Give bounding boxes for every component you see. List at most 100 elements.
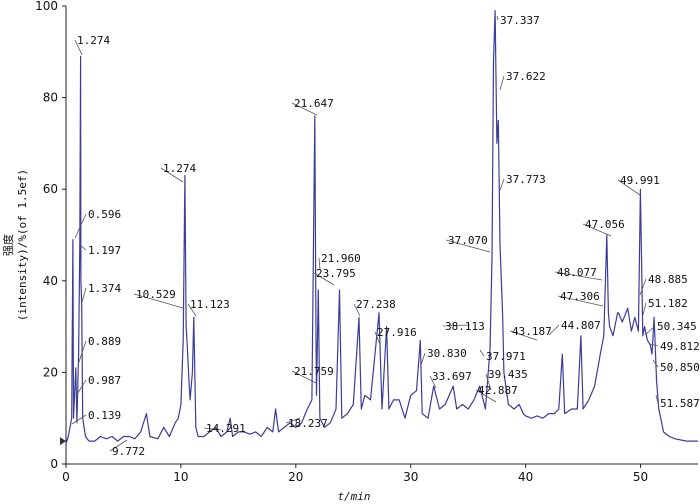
y-tick-label: 100 bbox=[35, 0, 58, 13]
chromatogram-trace bbox=[65, 10, 698, 444]
trace-layer bbox=[65, 10, 698, 444]
peak-label: 47.056 bbox=[585, 218, 625, 231]
peak-leader-line bbox=[109, 439, 128, 452]
peak-leader-line bbox=[313, 272, 335, 286]
x-tick-label: 30 bbox=[403, 470, 418, 484]
peak-leader-line bbox=[71, 414, 87, 425]
peak-label: 11.123 bbox=[190, 298, 230, 311]
peak-leader-line bbox=[291, 370, 317, 384]
peak-leader-line bbox=[548, 324, 560, 336]
peak-leader-line bbox=[499, 178, 505, 191]
peak-label: 1.274 bbox=[163, 162, 196, 175]
peak-leader-line bbox=[318, 257, 321, 271]
y-tick-label: 60 bbox=[43, 182, 58, 196]
peak-label: 48.885 bbox=[648, 273, 688, 286]
peak-label: 18.237 bbox=[288, 417, 328, 430]
peak-label: 37.971 bbox=[486, 350, 526, 363]
peak-label: 48.077 bbox=[557, 266, 597, 279]
peak-leader-line bbox=[442, 324, 471, 327]
peak-label: 50.345 bbox=[657, 320, 697, 333]
peak-leader-line bbox=[617, 179, 641, 196]
peak-label: 51.587 bbox=[660, 397, 700, 410]
x-tick-label: 50 bbox=[633, 470, 648, 484]
peak-label: 21.759 bbox=[294, 365, 334, 378]
peak-label: 42.887 bbox=[478, 384, 518, 397]
peak-leader-line bbox=[77, 340, 87, 366]
peak-leader-line bbox=[160, 167, 184, 183]
peak-label: 1.374 bbox=[88, 282, 121, 295]
peak-label: 37.622 bbox=[506, 70, 546, 83]
peak-leader-line bbox=[74, 39, 83, 56]
peak-leader-line bbox=[639, 278, 647, 296]
peak-leader-line bbox=[187, 303, 197, 317]
peak-label: 44.807 bbox=[561, 319, 601, 332]
peak-leader-line bbox=[74, 213, 87, 239]
peak-label: 33.697 bbox=[432, 370, 472, 383]
peak-leader-line bbox=[652, 359, 659, 368]
y-tick-label: 40 bbox=[43, 274, 58, 288]
peak-leader-line bbox=[649, 343, 659, 347]
peak-label: 1.274 bbox=[77, 34, 110, 47]
y-axis-title: (intensity)/%(of 1.5ef) bbox=[16, 169, 29, 321]
peak-leader-line bbox=[81, 287, 87, 303]
peak-leader-line bbox=[374, 331, 381, 345]
peak-leader-line bbox=[557, 295, 604, 307]
peak-label: 50.850 bbox=[660, 361, 700, 374]
peak-leader-line bbox=[429, 375, 437, 389]
peak-leader-line bbox=[420, 352, 426, 366]
peak-leader-line bbox=[642, 302, 647, 316]
peak-label: 21.647 bbox=[294, 97, 334, 110]
peak-leader-line bbox=[79, 244, 87, 251]
peak-label: 51.182 bbox=[648, 297, 688, 310]
peak-leader-line bbox=[75, 379, 87, 397]
peak-label: 14.291 bbox=[206, 422, 246, 435]
peak-label: 0.596 bbox=[88, 208, 121, 221]
peak-label: 37.773 bbox=[506, 173, 546, 186]
peak-label: 0.139 bbox=[88, 409, 121, 422]
peak-leader-line bbox=[485, 373, 492, 391]
y-tick-label: 0 bbox=[50, 457, 58, 471]
peak-leader-line bbox=[479, 349, 485, 357]
peak-label: 0.889 bbox=[88, 335, 121, 348]
peak-leader-line bbox=[644, 325, 656, 336]
peak-label: 9.772 bbox=[112, 445, 145, 458]
y-tick-label: 20 bbox=[43, 365, 58, 379]
x-tick-label: 0 bbox=[62, 470, 70, 484]
peak-leader-line bbox=[353, 303, 361, 317]
peak-label: 37.337 bbox=[500, 14, 540, 27]
peak-label: 47.306 bbox=[560, 290, 600, 303]
peak-label: 0.987 bbox=[88, 374, 121, 387]
peak-label: 39.435 bbox=[488, 368, 528, 381]
axes: 0 10 20 30 40 50 0 20 40 60 80 100 bbox=[35, 0, 698, 484]
x-tick-label: 40 bbox=[518, 470, 533, 484]
peak-leader-line bbox=[475, 389, 497, 403]
peak-leader-line bbox=[496, 15, 499, 21]
peak-label: 49.812 bbox=[660, 340, 700, 353]
y-axis-title-cn: 强度 bbox=[1, 234, 15, 256]
baseline-marker bbox=[60, 437, 66, 446]
peak-leader-line bbox=[499, 75, 505, 91]
x-tick-label: 10 bbox=[173, 470, 188, 484]
peak-label: 1.197 bbox=[88, 244, 121, 257]
peak-label: 10.529 bbox=[136, 288, 176, 301]
peak-label: 27.916 bbox=[377, 326, 417, 339]
peak-label: 49.991 bbox=[620, 174, 660, 187]
peak-leader-line bbox=[509, 330, 538, 341]
peak-label: 27.238 bbox=[356, 298, 396, 311]
peak-label: 43.187 bbox=[512, 325, 552, 338]
peak-label: 23.795 bbox=[316, 267, 356, 280]
peak-label: 21.960 bbox=[321, 252, 361, 265]
peak-leader-line bbox=[445, 239, 491, 253]
peak-label-layer: 1.274 0.596 1.197 1.374 0.889 0.987 0.139 1.274… bbox=[71, 14, 700, 458]
peak-label: 37.070 bbox=[448, 234, 488, 247]
peak-leader-line bbox=[133, 293, 184, 309]
peak-label: 30.830 bbox=[427, 347, 467, 360]
peak-leader-line bbox=[655, 394, 659, 404]
y-tick-label: 80 bbox=[43, 91, 58, 105]
peak-leader-line bbox=[582, 223, 612, 237]
peak-leader-line bbox=[203, 427, 222, 431]
peak-leader-line bbox=[285, 417, 301, 424]
x-tick-label: 20 bbox=[288, 470, 303, 484]
peak-leader-line bbox=[554, 271, 603, 281]
